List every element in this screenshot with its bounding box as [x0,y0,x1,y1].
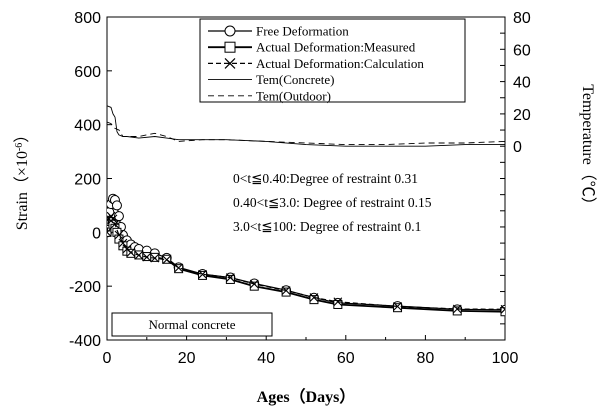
point-calculation [126,248,136,257]
x-axis-label: Ages（Days） [257,388,356,406]
legend-label: Tem(Outdoor) [256,88,331,103]
point-measured [281,287,291,297]
point-measured [393,303,403,313]
legend-label: Actual Deformation:Measured [256,40,416,55]
legend-box [199,18,466,103]
point-calculation [225,273,235,282]
legend-marker-circle [224,25,236,37]
x-tick-label: 20 [178,350,196,367]
y2-tick-label: 40 [513,75,531,92]
point-measured [309,295,319,305]
plot-area [107,105,505,317]
legend-label: Free Deformation [256,24,349,39]
series-line-4 [107,121,505,146]
point-calculation [108,214,118,224]
point-calculation [162,255,172,265]
point-measured [198,270,208,280]
point-calculation [333,297,343,307]
x-tick-label: 60 [337,350,355,367]
point-calculation [107,227,112,237]
point-calculation [114,230,124,240]
point-measured [249,281,259,291]
y-tick-label: 0 [92,225,101,242]
y-axis-label: Strain（×10-6） [13,127,31,231]
point-calculation [134,250,144,260]
point-calculation [249,279,259,289]
y-tick-label: -400 [69,333,101,350]
series-line-3 [107,105,505,147]
restraint-annotation: 0<t≦0.40:Degree of restraint 0.31 [233,171,418,186]
y2-tick-label: 20 [513,107,531,124]
point-measured [452,306,462,316]
point-calculation [309,293,319,302]
point-calculation [118,238,128,248]
point-calculation [174,263,184,273]
point-calculation [198,269,207,279]
point-calculation [142,252,152,262]
x-tick-label: 100 [492,350,519,367]
restraint-annotation: 0.40<t≦3.0: Degree of restraint 0.15 [233,195,432,210]
x-tick-label: 80 [417,350,435,367]
point-calculation [393,301,402,311]
restraint-annotation: 3.0<t≦100: Degree of restraint 0.1 [233,219,421,234]
point-measured [333,299,343,309]
y-tick-label: 400 [74,118,101,135]
point-calculation [452,304,462,314]
series-line-1 [107,219,505,313]
point-free-deformation [111,200,122,211]
point-calculation [281,286,291,295]
y2-tick-label: 60 [513,42,531,59]
x-tick-label: 0 [103,350,112,367]
y-tick-label: 600 [74,64,101,81]
y2-tick-label: 80 [513,10,531,27]
concrete-box-label: Normal concrete [149,317,236,332]
point-measured [225,274,235,284]
point-calculation [150,253,160,263]
point-measured [150,252,160,262]
y-tick-label: 800 [74,10,101,27]
y2-axis-label: Temperature（℃） [579,84,597,213]
x-tick-label: 40 [257,350,275,367]
point-calculation [110,219,120,229]
y-tick-label: -200 [69,279,101,296]
concrete-box [111,312,273,337]
y2-tick-label: 0 [513,139,522,156]
point-calculation [500,304,505,314]
legend-label: Tem(Concrete) [256,72,335,87]
legend-label: Actual Deformation:Calculation [256,56,424,71]
legend-marker-square [224,41,236,53]
legend-marker-x [224,57,236,69]
y-tick-label: 200 [74,172,101,189]
